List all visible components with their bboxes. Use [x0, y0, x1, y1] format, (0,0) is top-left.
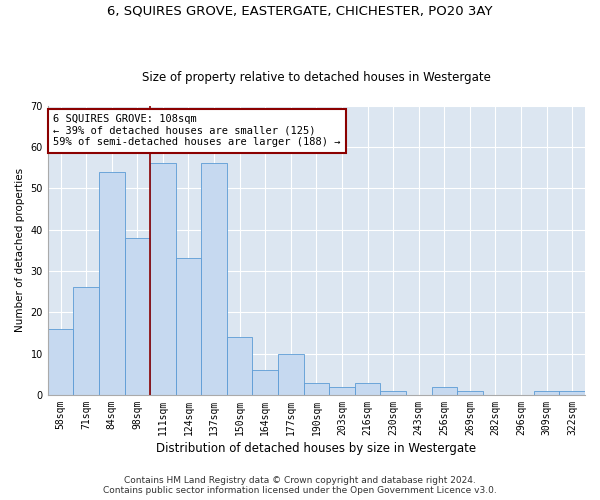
Bar: [125, 238, 150, 395]
Bar: [431, 386, 457, 395]
Bar: [201, 164, 227, 395]
Y-axis label: Number of detached properties: Number of detached properties: [15, 168, 25, 332]
Text: Contains HM Land Registry data © Crown copyright and database right 2024.
Contai: Contains HM Land Registry data © Crown c…: [103, 476, 497, 495]
Bar: [355, 382, 380, 395]
Bar: [329, 386, 355, 395]
X-axis label: Distribution of detached houses by size in Westergate: Distribution of detached houses by size …: [157, 442, 476, 455]
Bar: [176, 258, 201, 395]
Bar: [304, 382, 329, 395]
Bar: [48, 329, 73, 395]
Text: 6, SQUIRES GROVE, EASTERGATE, CHICHESTER, PO20 3AY: 6, SQUIRES GROVE, EASTERGATE, CHICHESTER…: [107, 5, 493, 18]
Bar: [150, 164, 176, 395]
Bar: [227, 337, 253, 395]
Bar: [380, 391, 406, 395]
Bar: [278, 354, 304, 395]
Bar: [73, 288, 99, 395]
Bar: [534, 391, 559, 395]
Bar: [457, 391, 482, 395]
Text: 6 SQUIRES GROVE: 108sqm
← 39% of detached houses are smaller (125)
59% of semi-d: 6 SQUIRES GROVE: 108sqm ← 39% of detache…: [53, 114, 341, 148]
Bar: [559, 391, 585, 395]
Bar: [253, 370, 278, 395]
Title: Size of property relative to detached houses in Westergate: Size of property relative to detached ho…: [142, 70, 491, 84]
Bar: [99, 172, 125, 395]
